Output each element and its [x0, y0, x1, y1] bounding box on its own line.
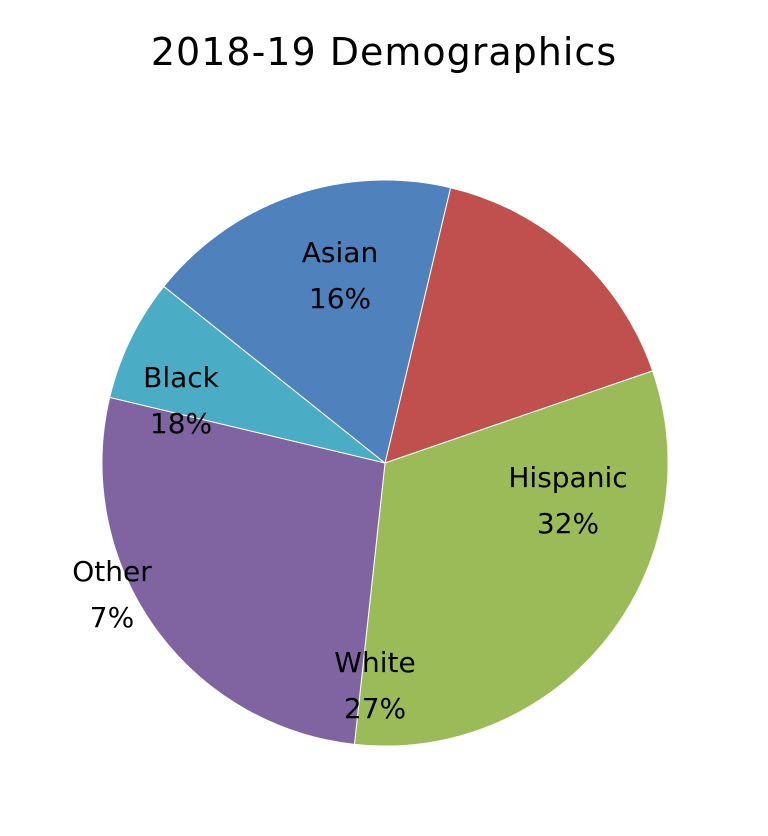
pie-slice-other [109, 285, 386, 464]
slice-value-asian: 16% [309, 282, 371, 315]
slice-label-asian: Asian [302, 236, 378, 269]
pie-slice-black [163, 179, 452, 464]
slice-value-other: 7% [90, 601, 134, 634]
pie-slice-asian [384, 187, 654, 464]
pie-slice-hispanic [353, 370, 669, 747]
slice-label-white: White [334, 646, 415, 679]
slice-label-black: Black [143, 361, 220, 394]
slice-value-black: 18% [150, 407, 212, 440]
pie-slice-white [101, 396, 386, 745]
slice-value-hispanic: 32% [537, 507, 599, 540]
slice-label-other: Other [72, 555, 152, 588]
slice-label-hispanic: Hispanic [508, 461, 627, 494]
chart-title: 2018-19 Demographics [150, 30, 618, 74]
slice-value-white: 27% [344, 692, 406, 725]
